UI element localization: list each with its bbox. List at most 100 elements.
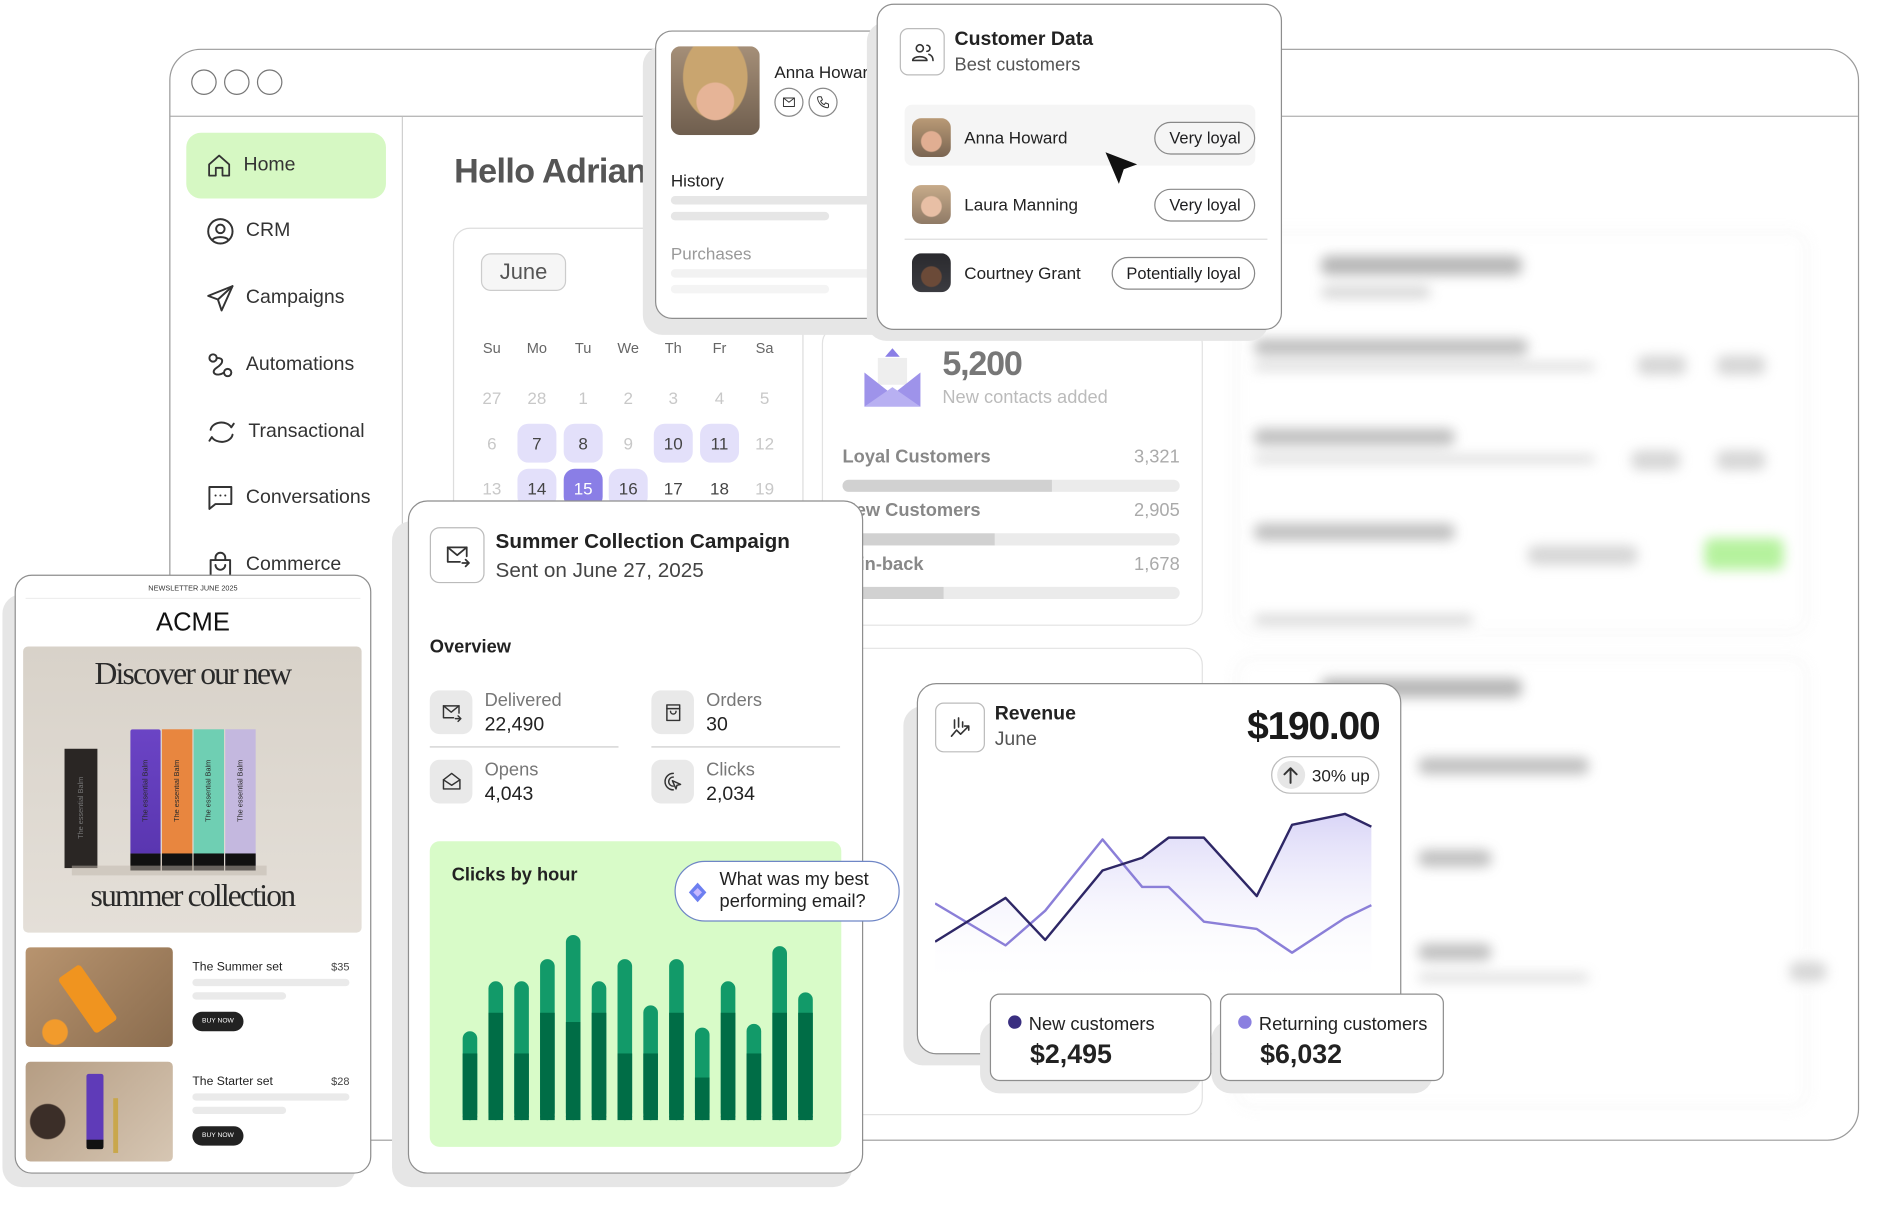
buy-now-button[interactable]: BUY NOW	[192, 1126, 244, 1146]
bar-base-segment	[462, 1053, 478, 1121]
bar-base-segment	[617, 1053, 633, 1121]
product-price: $28	[331, 1075, 350, 1088]
sidebar-item-automations[interactable]: Automations	[186, 332, 386, 398]
stat-label: Opens	[484, 759, 539, 781]
calendar-day[interactable]: 6	[487, 433, 497, 453]
sidebar-item-campaigns[interactable]: Campaigns	[186, 265, 386, 331]
weekday-label: We	[617, 339, 640, 357]
calendar-day[interactable]: 7	[517, 423, 557, 463]
customer-row[interactable]: Courtney Grant Potentially loyal	[905, 242, 1256, 303]
page-title: Hello Adrian	[454, 152, 647, 190]
ai-prompt-text: What was my best performing email?	[719, 869, 869, 912]
calendar-day[interactable]: 4	[714, 388, 725, 408]
calendar-day[interactable]: 9	[623, 433, 633, 453]
customer-row[interactable]: Anna Howard Very loyal	[905, 107, 1256, 168]
calendar-day[interactable]: 12	[755, 433, 775, 453]
placeholder-bar	[192, 1106, 287, 1115]
calendar-day[interactable]: 17	[663, 478, 683, 498]
customer-row[interactable]: Laura Manning Very loyal	[905, 174, 1256, 235]
sidebar-item-crm[interactable]: CRM	[186, 198, 386, 264]
refresh-icon	[208, 421, 235, 443]
legend-returning-customers: Returning customers $6,032	[1219, 993, 1444, 1082]
stat-value: 4,043	[484, 784, 534, 805]
bar-cap	[617, 1112, 633, 1121]
bar-cap	[591, 1112, 607, 1121]
bar-cap	[772, 1112, 787, 1121]
product-image	[25, 1061, 173, 1162]
row-hover-highlight	[904, 104, 1256, 166]
purchases-heading: Purchases	[670, 243, 752, 263]
shadow	[71, 865, 267, 876]
call-contact-button[interactable]	[808, 87, 838, 117]
bar-base-segment	[591, 1012, 607, 1121]
revenue-card: Revenue June $190.00 30% up	[916, 683, 1402, 1055]
calendar-day[interactable]: 1	[578, 388, 588, 408]
bar-cap	[462, 1112, 478, 1121]
bar-base-segment	[669, 1012, 684, 1121]
loyalty-badge: Potentially loyal	[1111, 256, 1256, 290]
divider	[429, 746, 619, 748]
sidebar-item-transactional[interactable]: Transactional	[186, 399, 386, 465]
placeholder-bar	[670, 196, 887, 205]
segment-bar	[842, 479, 1180, 492]
bar-base-segment	[720, 1012, 736, 1121]
product-tube: The essential Balm	[225, 729, 256, 871]
mail-icon	[782, 97, 795, 108]
revenue-amount: $190.00	[1247, 703, 1381, 748]
legend-label: Returning customers	[1258, 1014, 1428, 1035]
bar-base-segment	[565, 1022, 581, 1121]
bar-cap	[643, 1112, 658, 1121]
calendar-day[interactable]: 10	[653, 423, 693, 463]
sidebar-item-label: Campaigns	[245, 287, 345, 309]
window-close-button[interactable]	[191, 69, 217, 95]
bar-cap	[565, 1112, 581, 1121]
revenue-period: June	[994, 729, 1037, 750]
campaign-title: Summer Collection Campaign	[495, 529, 790, 553]
calendar-day[interactable]: 11	[700, 423, 740, 463]
calendar-day[interactable]: 27	[482, 388, 502, 408]
row-divider	[904, 238, 1268, 240]
stat-value: 22,490	[484, 714, 545, 736]
sidebar-item-conversations[interactable]: Conversations	[186, 465, 386, 531]
weekday-label: Mo	[526, 339, 548, 357]
segment-value: 1,678	[1134, 553, 1180, 575]
ai-prompt-suggestion[interactable]: What was my best performing email?	[674, 860, 900, 922]
planned-campaigns-panel	[1235, 231, 1827, 1108]
calendar-day[interactable]: 13	[482, 478, 502, 498]
avatar	[911, 185, 951, 225]
chart-title: Clicks by hour	[451, 864, 578, 886]
history-heading: History	[670, 170, 724, 190]
calendar-day[interactable]: 3	[668, 388, 679, 408]
sidebar-item-label: Conversations	[245, 487, 371, 508]
product-box: The essential Balm	[64, 748, 98, 869]
weekday-label: Tu	[574, 339, 592, 357]
calendar-day[interactable]: 28	[527, 388, 547, 408]
product-tube: The essential Balm	[193, 729, 225, 871]
series-line-returning-customers	[935, 838, 1372, 954]
contact-photo	[670, 46, 760, 136]
bar-cap	[488, 1112, 504, 1121]
email-contact-button[interactable]	[774, 87, 804, 117]
bar-cap	[694, 1112, 710, 1121]
bar-cap	[746, 1112, 762, 1121]
calendar-day[interactable]: 5	[759, 388, 770, 408]
month-selector[interactable]: June	[480, 253, 567, 291]
weekday-label: Sa	[755, 339, 774, 357]
calendar-day[interactable]: 19	[755, 478, 775, 498]
calendar-day[interactable]: 18	[710, 478, 730, 498]
window-maximize-button[interactable]	[256, 69, 283, 95]
contacts-total-label: New contacts added	[942, 387, 1108, 408]
calendar-day[interactable]: 8	[563, 423, 603, 463]
window-minimize-button[interactable]	[224, 69, 250, 95]
sidebar-item-home[interactable]: Home	[186, 132, 386, 199]
customer-data-card: Customer Data Best customers Anna Howard…	[876, 3, 1283, 330]
mouse-cursor-icon	[1105, 152, 1138, 184]
buy-now-button[interactable]: BUY NOW	[192, 1011, 244, 1032]
bar-base-segment	[488, 1012, 504, 1121]
placeholder-bar	[670, 211, 830, 221]
mail-send-icon	[442, 705, 461, 723]
hero-image: Discover our new The essential Balm The …	[23, 646, 362, 933]
calendar-day[interactable]: 2	[623, 388, 633, 408]
stat-value: 2,034	[706, 784, 755, 805]
sidebar-item-label: Home	[243, 154, 296, 176]
